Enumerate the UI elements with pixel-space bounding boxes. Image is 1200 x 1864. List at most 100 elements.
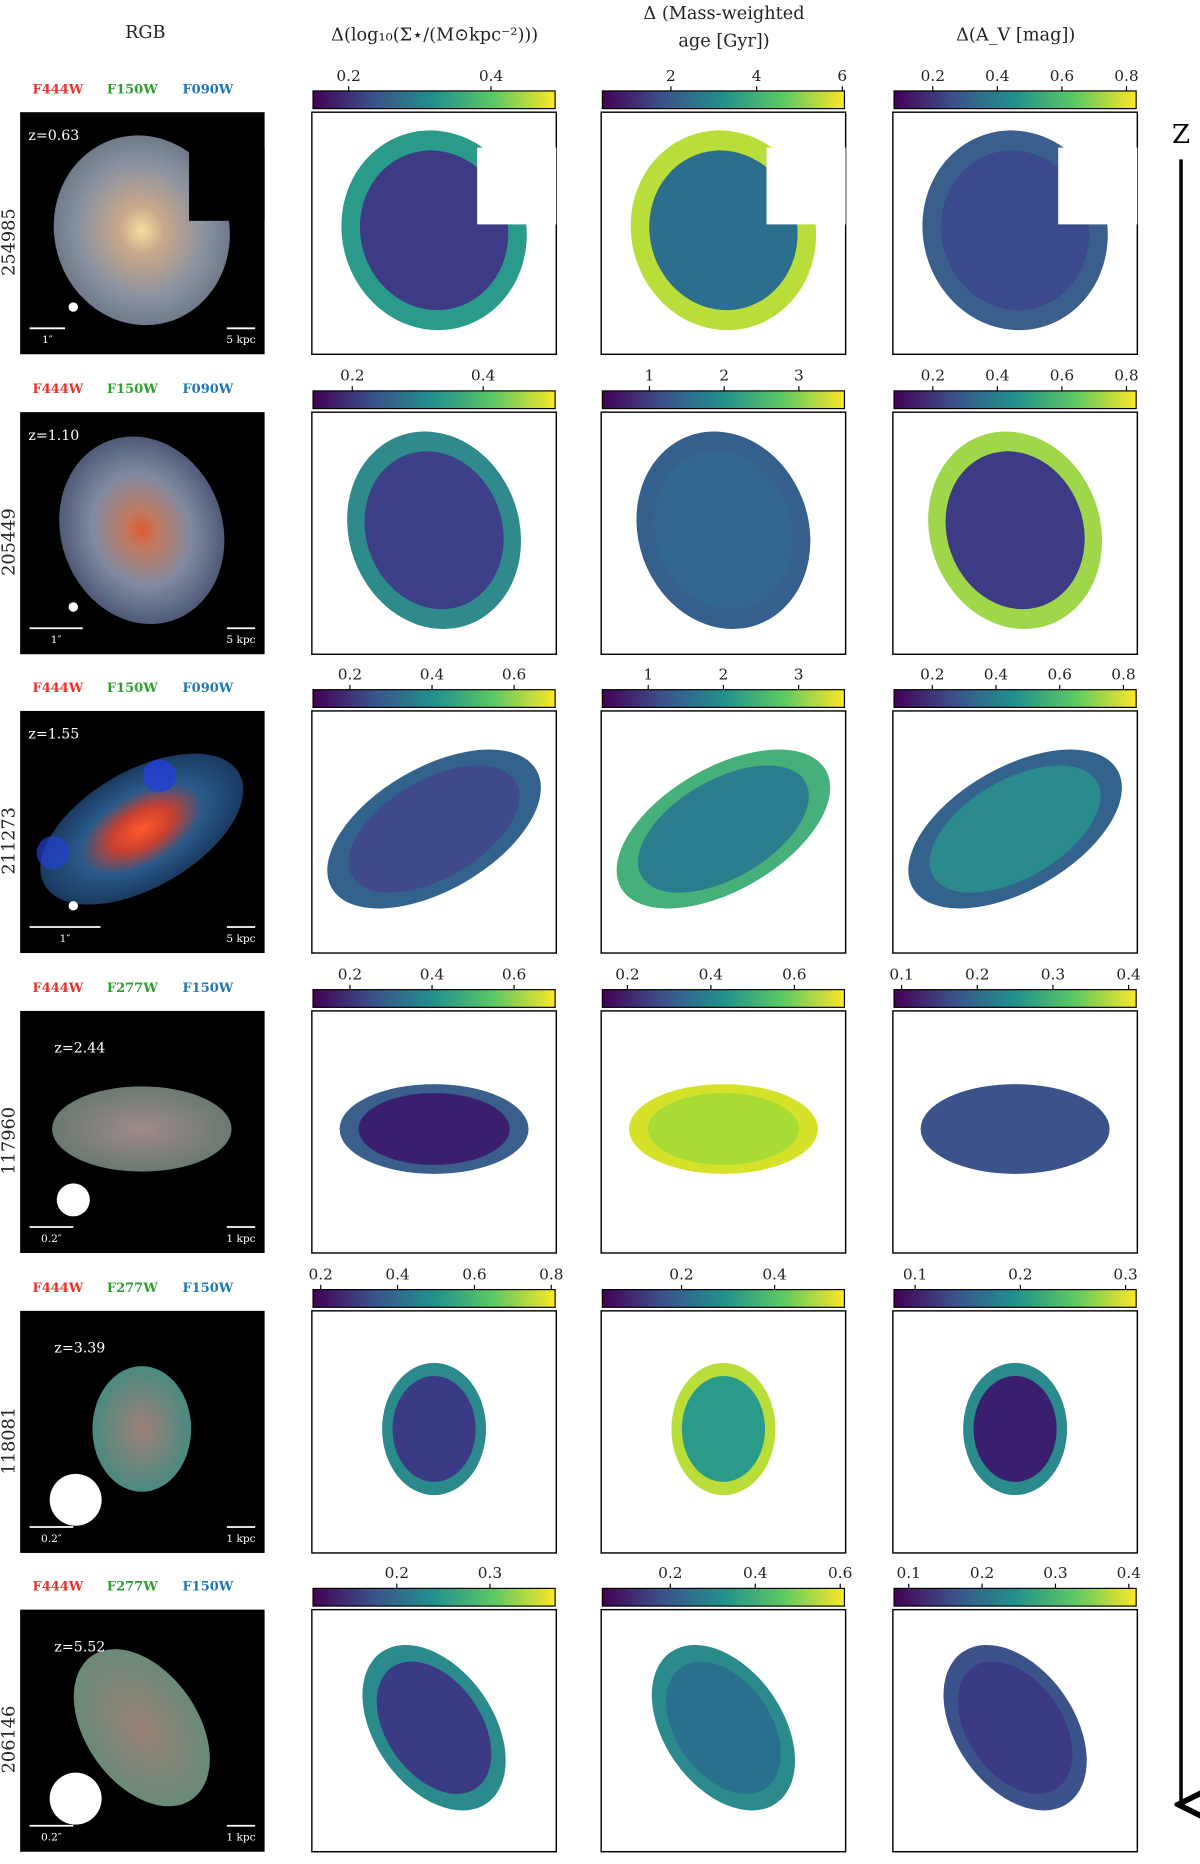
galaxy-id: 118081 xyxy=(0,1407,20,1475)
galaxy-rgb xyxy=(73,1649,210,1807)
colorbar-tick-label: 0.4 xyxy=(984,666,1008,684)
psf xyxy=(68,302,79,312)
colorbar-tick-label: 0.4 xyxy=(985,67,1009,85)
colorbar-tick-label: 0.3 xyxy=(1041,965,1065,983)
blue-clump xyxy=(36,836,70,870)
row: F444W F277W F150W z=5.52 206146 0.2″ 1 kpc 0.2 0… xyxy=(0,1564,1141,1853)
colorbar-tick-label: 0.6 xyxy=(1050,67,1074,85)
colorbar-tick-label: 0.4 xyxy=(420,965,444,983)
map-region-core xyxy=(653,451,793,610)
filter-label: F150W xyxy=(107,382,158,397)
map-region-core xyxy=(973,1376,1057,1482)
scalebar-angle-label: 0.2″ xyxy=(41,1232,62,1245)
colorbar xyxy=(601,689,846,708)
colorbar-tick-label: 0.6 xyxy=(782,965,806,983)
colorbar-tick-label: 0.1 xyxy=(889,965,913,983)
filter-label: F150W xyxy=(182,1580,233,1595)
map-region-core xyxy=(939,1093,1091,1165)
filter-label: F090W xyxy=(182,681,233,696)
colorbar-tick-label: 0.2 xyxy=(338,666,362,684)
galaxy-id: 117960 xyxy=(0,1107,20,1175)
colorbar-tick-label: 0.4 xyxy=(479,67,503,85)
row: F444W F150W F090W z=1.10 205449 1″ 5 kpc 0.2 0.4… xyxy=(0,367,1139,655)
scalebar-angle-label: 1″ xyxy=(42,333,53,346)
colorbar-tick-label: 0.2 xyxy=(970,1564,994,1582)
colorbar-tick-label: 0.6 xyxy=(502,965,526,983)
filter-label: F150W xyxy=(182,1281,233,1296)
row: F444W F277W F150W z=3.39 118081 0.2″ 1 kpc 0.2 0… xyxy=(0,1265,1139,1554)
galaxy-id: 205449 xyxy=(0,508,20,576)
column-title: Δ(log₁₀(Σ⋆/(M⊙kpc⁻²))) xyxy=(331,25,538,45)
colorbar-tick-label: 0.4 xyxy=(762,1265,786,1283)
galaxy-rgb xyxy=(92,1366,192,1492)
colorbar-tick-label: 3 xyxy=(794,666,804,684)
filter-label: F090W xyxy=(182,82,233,97)
row: F444W F150W F090W z=1.55 211273 1″ 5 kpc 0.2 0.4… xyxy=(0,666,1139,954)
map-region-core xyxy=(364,451,504,610)
redshift-label: z=5.52 xyxy=(54,1639,105,1655)
colorbar-tick-label: 0.2 xyxy=(669,1265,693,1283)
colorbar-tick-label: 0.2 xyxy=(336,67,360,85)
colorbar-tick-label: 0.4 xyxy=(471,367,495,385)
scalebar-phys-label: 5 kpc xyxy=(226,932,255,945)
scalebar-angle-label: 0.2″ xyxy=(41,1532,62,1545)
redshift-label: z=0.63 xyxy=(28,128,79,144)
colorbar-tick-label: 0.3 xyxy=(1113,1265,1137,1283)
galaxy-rgb xyxy=(52,1086,232,1172)
colorbar-tick-label: 0.6 xyxy=(462,1265,486,1283)
colorbar-tick-label: 0.2 xyxy=(309,1265,333,1283)
scalebar-angle-label: 0.2″ xyxy=(41,1831,62,1844)
scalebar-angle-label: 1″ xyxy=(51,633,62,646)
colorbar-tick-label: 0.4 xyxy=(1116,965,1140,983)
colorbar xyxy=(893,1289,1137,1308)
filter-label: F150W xyxy=(107,82,158,97)
colorbar xyxy=(893,390,1137,410)
colorbar-tick-label: 0.6 xyxy=(502,666,526,684)
colorbar xyxy=(893,1587,1137,1607)
column-title: RGB xyxy=(125,23,165,43)
psf xyxy=(68,901,79,911)
colorbar xyxy=(312,390,556,410)
colorbar-tick-label: 1 xyxy=(645,367,655,385)
filter-label: F444W xyxy=(32,82,83,97)
colorbar xyxy=(312,1289,556,1308)
map-region-core xyxy=(358,1093,510,1165)
filter-label: F277W xyxy=(107,1580,158,1595)
filter-label: F444W xyxy=(32,1580,83,1595)
masked-region xyxy=(766,147,846,225)
map-region-core xyxy=(359,150,509,311)
colorbar xyxy=(312,1587,556,1607)
filter-label: F150W xyxy=(107,681,158,696)
redshift-label: z=1.10 xyxy=(28,428,79,444)
colorbar xyxy=(312,689,556,708)
colorbar xyxy=(893,689,1137,708)
galaxy-id: 206146 xyxy=(0,1706,20,1774)
column-title: age [Gyr]) xyxy=(678,31,769,51)
masked-region xyxy=(1058,147,1138,225)
filter-label: F277W xyxy=(107,1281,158,1296)
colorbar-tick-label: 2 xyxy=(719,367,729,385)
colorbar-tick-label: 0.6 xyxy=(1047,666,1071,684)
colorbar-tick-label: 0.2 xyxy=(920,666,944,684)
galaxy-id: 211273 xyxy=(0,807,20,875)
scalebar-phys-label: 1 kpc xyxy=(226,1232,255,1245)
colorbar xyxy=(601,390,846,410)
column-title: Δ(A_V [mag]) xyxy=(956,25,1075,45)
masked-region xyxy=(189,147,265,221)
colorbar xyxy=(893,989,1137,1008)
colorbar xyxy=(601,1587,846,1607)
colorbar-tick-label: 3 xyxy=(794,367,804,385)
scalebar-phys-label: 1 kpc xyxy=(226,1532,255,1545)
redshift-label: z=2.44 xyxy=(54,1041,105,1057)
filter-label: F444W xyxy=(32,1281,83,1296)
blue-clump xyxy=(142,759,177,793)
colorbar-tick-label: 2 xyxy=(719,666,729,684)
row: F444W F150W F090W z=0.63 254985 1″ 5 kpc 0.2 0.4… xyxy=(0,67,1139,355)
colorbar-tick-label: 4 xyxy=(752,67,762,85)
colorbar xyxy=(601,989,846,1008)
colorbar-tick-label: 0.3 xyxy=(478,1564,502,1582)
psf xyxy=(49,1473,102,1526)
redshift-label: z=3.39 xyxy=(54,1341,105,1357)
colorbar-tick-label: 0.6 xyxy=(1050,367,1074,385)
galaxy-rgb xyxy=(53,135,230,326)
